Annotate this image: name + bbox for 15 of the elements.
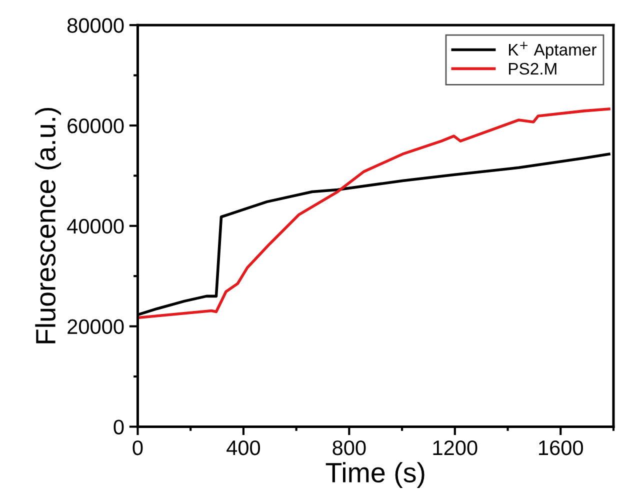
legend-label: K$^{+}$ Aptamer: [509, 42, 596, 59]
y-tick-label: 20000: [68, 319, 124, 334]
y-axis-title: Fluorescence (a.u.): [35, 108, 62, 344]
x-tick-label: 800: [332, 440, 366, 456]
x-tick-label: 400: [226, 440, 260, 456]
x-tick-label: 0: [132, 440, 143, 456]
y-tick-label: 60000: [68, 118, 124, 134]
y-tick-label: 40000: [67, 218, 124, 234]
x-tick-label: 1600: [539, 440, 583, 456]
line-series: [138, 108, 610, 320]
x-tick-label: 1200: [433, 440, 478, 456]
y-tick-label: 0: [114, 420, 124, 434]
x-axis-title: Time (s): [326, 462, 424, 488]
y-tick-label: 80000: [68, 18, 124, 33]
legend-label: PS2.M: [509, 62, 556, 75]
